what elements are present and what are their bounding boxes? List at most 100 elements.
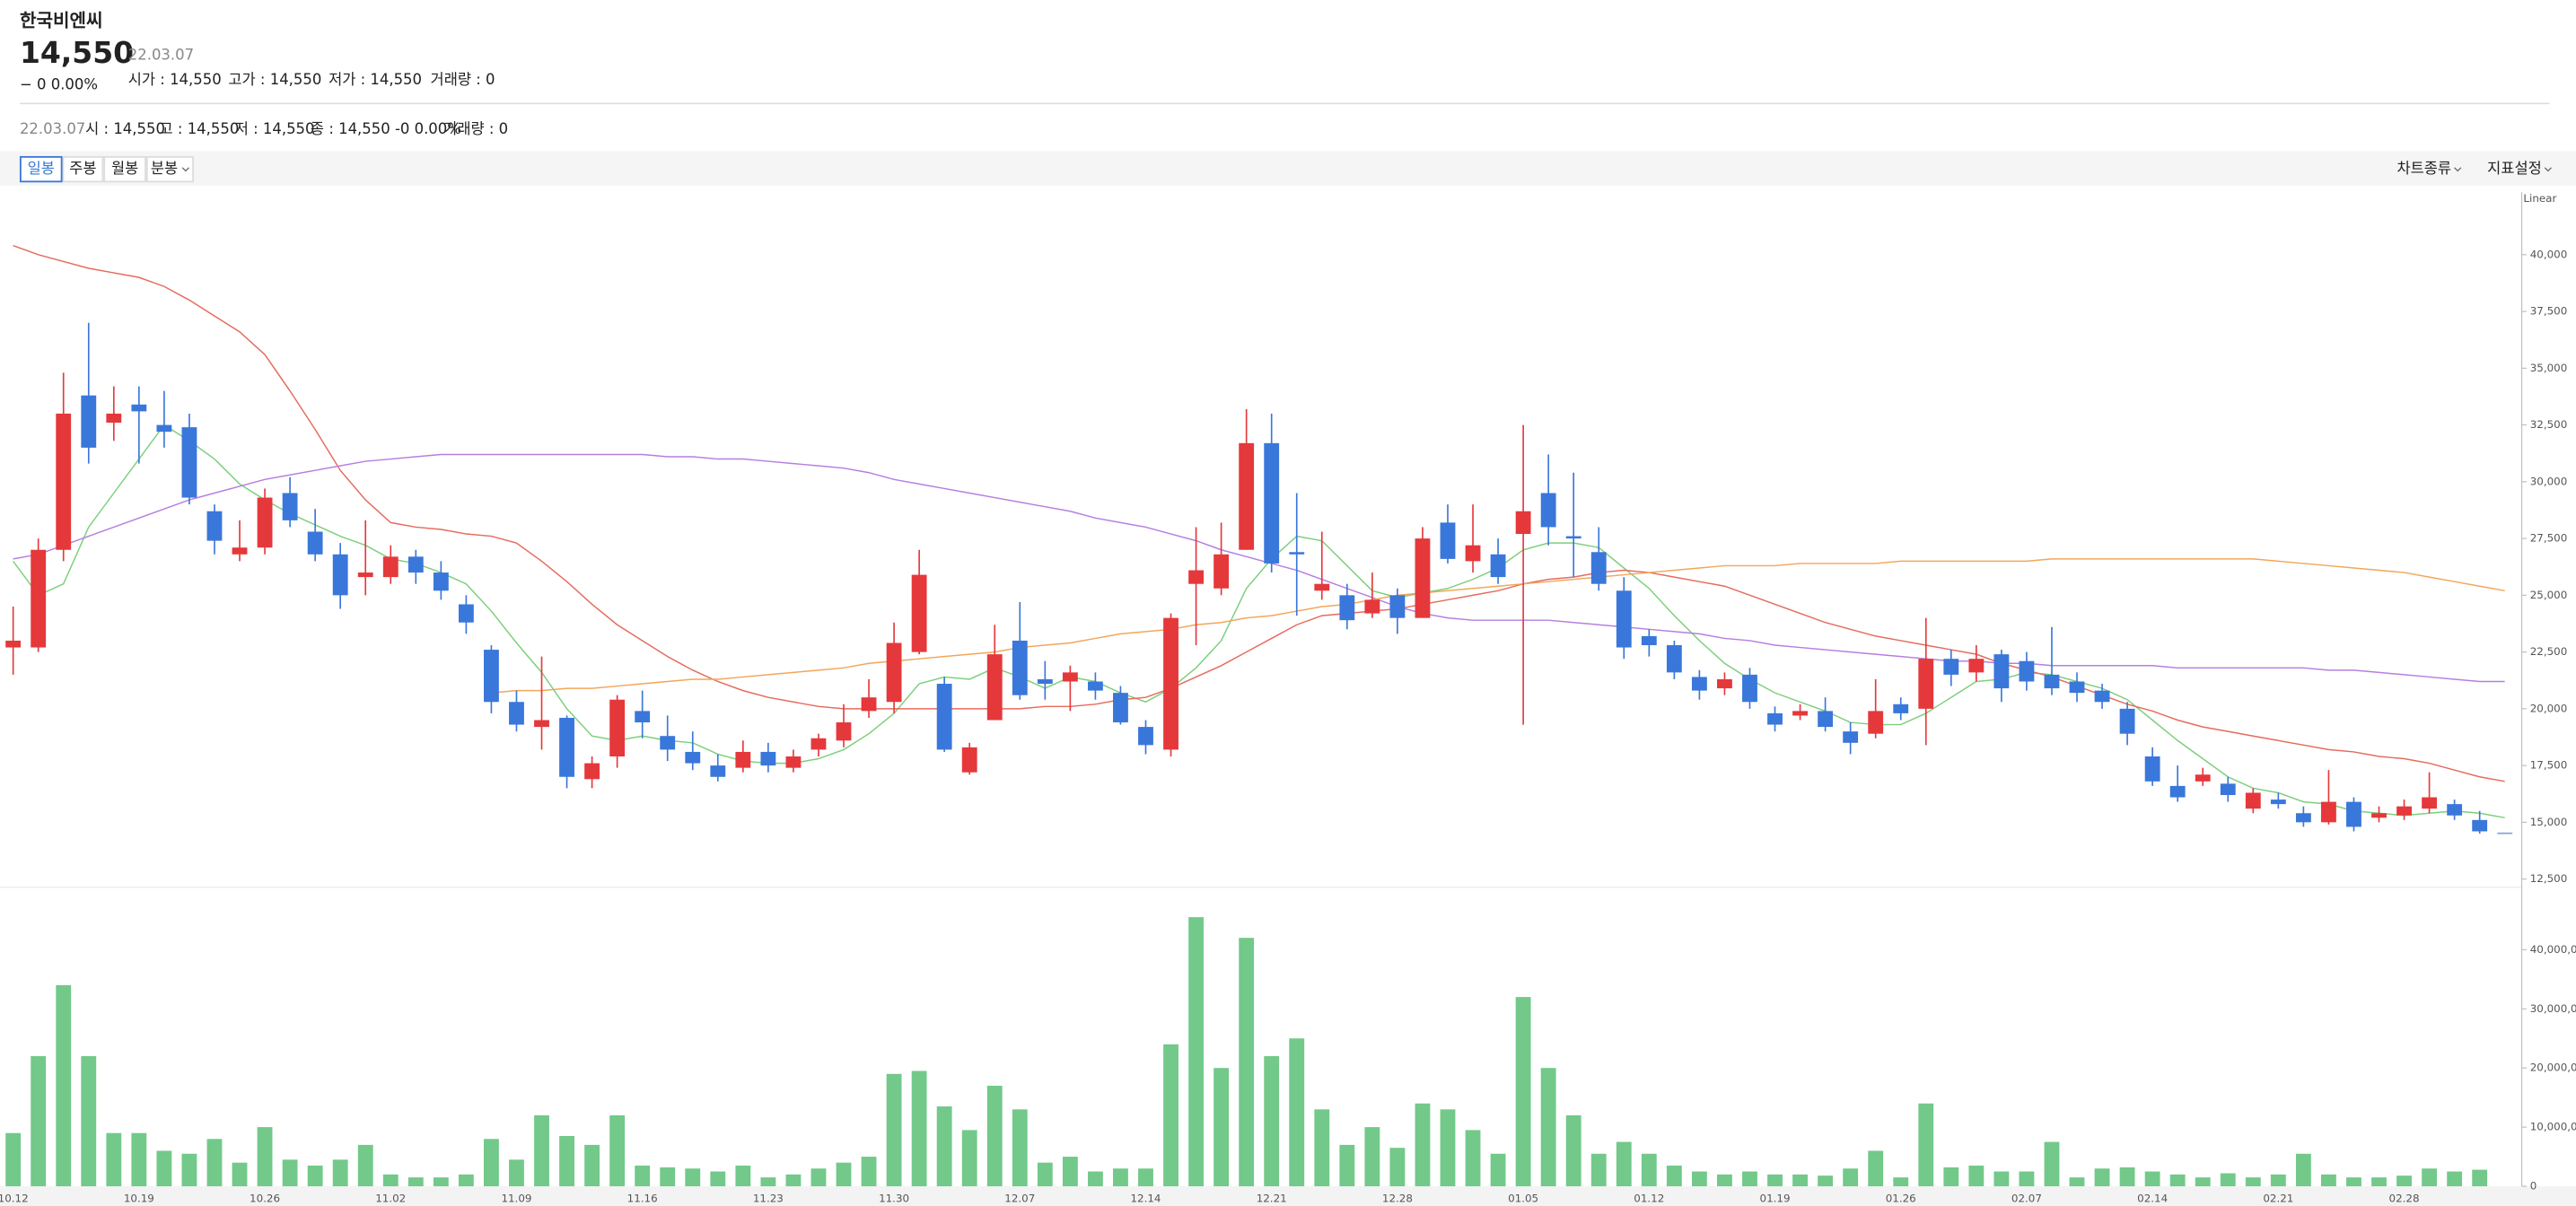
volume-bar bbox=[2346, 1177, 2361, 1187]
candle-body bbox=[1515, 511, 1531, 535]
volume-bar bbox=[1918, 1103, 1934, 1187]
volume-bar bbox=[886, 1073, 902, 1187]
open-price: 시가 : 14,550 bbox=[128, 71, 222, 88]
volume-bar bbox=[2195, 1177, 2211, 1187]
tab-label[interactable]: 월봉 bbox=[111, 160, 138, 177]
candle-body bbox=[1389, 595, 1406, 618]
volume-bar bbox=[760, 1177, 776, 1187]
volume-bar bbox=[2144, 1171, 2160, 1187]
candle-body bbox=[810, 738, 827, 750]
candle-body bbox=[1918, 659, 1934, 709]
tab-label[interactable]: 일봉 bbox=[28, 160, 55, 177]
candle-body bbox=[2371, 813, 2387, 818]
volume-bar bbox=[131, 1132, 147, 1187]
volume-bar bbox=[232, 1162, 248, 1187]
candle-body bbox=[584, 763, 600, 780]
candle-body bbox=[2422, 797, 2438, 809]
candle-body bbox=[2245, 792, 2261, 809]
volume-bar bbox=[1515, 997, 1531, 1187]
volume-bar bbox=[660, 1167, 676, 1187]
volume-bar bbox=[1490, 1153, 1506, 1187]
volume-bar bbox=[1214, 1068, 1230, 1187]
candle-body bbox=[1767, 712, 1783, 725]
candle-body bbox=[2346, 801, 2361, 827]
volume-bar bbox=[961, 1130, 977, 1187]
candle-body bbox=[407, 556, 424, 573]
volume-bar bbox=[2069, 1177, 2085, 1187]
y-tick-label: 30,000 bbox=[2530, 475, 2568, 487]
candle-body bbox=[911, 574, 927, 652]
candle-body bbox=[509, 702, 524, 725]
candle-body bbox=[131, 404, 147, 412]
volume-bar bbox=[1742, 1171, 1757, 1187]
tab-minute[interactable] bbox=[145, 155, 194, 183]
volume-bar bbox=[785, 1174, 802, 1187]
volume-bar bbox=[1868, 1150, 1884, 1187]
y-tick-label: 10,000,000 bbox=[2530, 1121, 2576, 1133]
x-tick-label: 12.21 bbox=[1257, 1192, 1287, 1204]
candle-body bbox=[1364, 599, 1380, 614]
tab-monthly[interactable] bbox=[103, 155, 146, 183]
volume-bar bbox=[1364, 1127, 1380, 1187]
dropdown-chevron bbox=[181, 167, 189, 172]
tab-label[interactable]: 주봉 bbox=[69, 160, 96, 177]
volume-bar bbox=[1792, 1174, 1808, 1187]
candle-body bbox=[2447, 804, 2463, 816]
x-tick-label: 11.23 bbox=[753, 1192, 784, 1204]
candle-body bbox=[31, 549, 47, 648]
volume-bar bbox=[1641, 1153, 1657, 1187]
tab-daily[interactable] bbox=[19, 155, 63, 183]
scale-label: Linear bbox=[2523, 192, 2556, 205]
y-tick-label: 0 bbox=[2530, 1180, 2537, 1193]
candle-body bbox=[1339, 595, 1355, 621]
volume-bar bbox=[1465, 1130, 1481, 1187]
candle-body bbox=[81, 395, 97, 448]
volume-bar bbox=[2245, 1177, 2261, 1187]
candle-body bbox=[2295, 813, 2311, 823]
candle-body bbox=[1465, 545, 1481, 562]
volume-bar bbox=[559, 1135, 574, 1187]
candle-body bbox=[936, 684, 952, 750]
volume-bar bbox=[1666, 1165, 1682, 1187]
candle-body bbox=[206, 511, 223, 541]
candle-body bbox=[2094, 690, 2110, 703]
volume-bar bbox=[1440, 1109, 1456, 1187]
volume-bar bbox=[2472, 1169, 2488, 1187]
candle-body bbox=[660, 736, 676, 750]
candle-body bbox=[1893, 704, 1909, 713]
dropdown-chevron bbox=[2544, 167, 2552, 172]
candle-body bbox=[861, 697, 877, 712]
volume-bar bbox=[206, 1139, 223, 1187]
candle-body bbox=[1490, 554, 1506, 578]
candle-body bbox=[2169, 785, 2186, 798]
info-volume: 거래량 : 0 bbox=[443, 120, 508, 137]
price-change: − 0 0.00% bbox=[20, 76, 98, 93]
y-tick-label: 40,000 bbox=[2530, 248, 2568, 260]
chart-type-menu[interactable]: 차트종류 bbox=[2396, 160, 2451, 177]
volume-bar bbox=[1415, 1103, 1431, 1187]
candle-body bbox=[2119, 708, 2135, 734]
x-tick-label: 10.12 bbox=[0, 1192, 29, 1204]
candle-body bbox=[1641, 635, 1657, 646]
candle-body bbox=[685, 751, 701, 764]
candle-body bbox=[2220, 783, 2236, 796]
candle-body bbox=[181, 427, 197, 498]
candle-body bbox=[1138, 727, 1153, 746]
tab-label[interactable]: 분봉 bbox=[151, 160, 178, 177]
volume-bar bbox=[31, 1056, 47, 1187]
candle-body bbox=[2270, 800, 2286, 805]
volume-bar bbox=[156, 1150, 172, 1187]
candle-body bbox=[961, 747, 977, 773]
candle-body bbox=[609, 699, 626, 756]
x-tick-label: 11.02 bbox=[375, 1192, 406, 1204]
tab-weekly[interactable] bbox=[62, 155, 104, 183]
indicator-menu[interactable]: 지표설정 bbox=[2487, 160, 2542, 177]
volume-bar bbox=[1239, 938, 1255, 1187]
volume-bar bbox=[1188, 917, 1204, 1187]
volume-bar bbox=[1767, 1174, 1783, 1187]
candle-body bbox=[1616, 590, 1632, 648]
volume-bar bbox=[1540, 1068, 1556, 1187]
candle-body bbox=[735, 751, 751, 768]
candle-body bbox=[534, 720, 549, 728]
